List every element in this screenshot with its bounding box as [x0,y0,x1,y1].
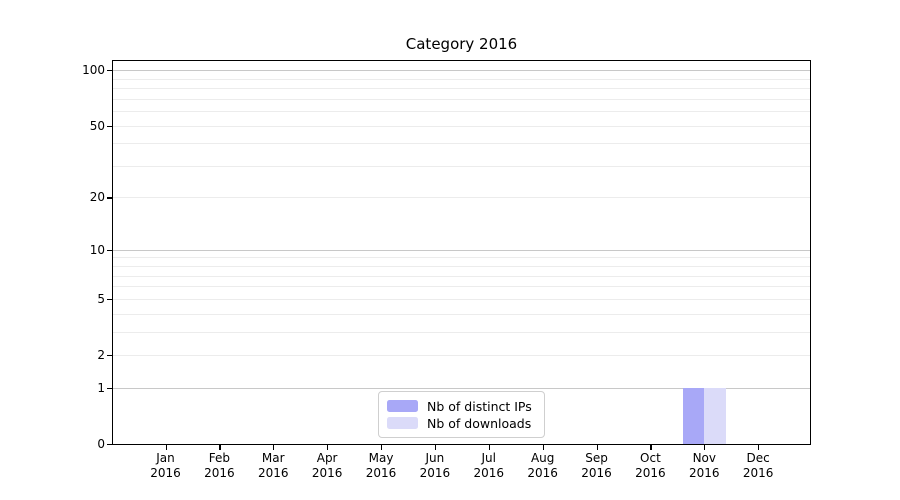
gridline-minor [113,88,810,90]
legend: Nb of distinct IPs Nb of downloads [378,391,545,438]
x-tick-year: 2016 [635,466,666,480]
x-tick-label: Jan 2016 [136,451,196,481]
x-tick-mark [596,445,598,450]
chart-title: Category 2016 [405,35,518,53]
y-tick-label: 0 [97,437,105,451]
x-tick-year: 2016 [311,466,343,480]
gridline-minor [113,275,810,277]
x-tick-month: May [368,451,394,465]
x-tick-mark [219,445,221,450]
x-tick-label: Sep 2016 [567,451,627,481]
y-tick-label: 2 [97,348,105,362]
legend-swatch-downloads [387,417,418,429]
y-tick-mark [107,355,112,357]
x-tick-month: Mar [261,451,285,465]
y-tick-mark [107,249,112,251]
x-tick-mark [488,445,490,450]
x-tick-year: 2016 [365,466,397,480]
x-tick-label: Nov 2016 [674,451,734,481]
legend-swatch-distinct-ips [387,400,418,412]
y-tick-label: 5 [97,291,105,306]
x-tick-mark [165,445,167,450]
gridline-minor [113,165,810,167]
x-tick-mark [327,445,329,450]
x-tick-month: Apr [316,451,338,465]
x-tick-mark [704,445,706,450]
x-tick-label: May 2016 [351,451,411,481]
x-tick-label: Oct 2016 [620,451,680,481]
y-tick-mark [107,197,112,199]
plot-area [112,60,811,445]
x-tick-label: Apr 2016 [297,451,357,481]
gridline-minor [113,257,810,259]
gridline-minor [113,313,810,315]
x-tick-mark [434,445,437,450]
y-tick-label: 20 [89,190,105,205]
y-tick-label: 10 [89,242,105,257]
y-tick-mark [107,444,112,446]
x-tick-label: Jun 2016 [405,451,465,481]
x-tick-month: Jul [481,451,496,465]
x-tick-label: Jul 2016 [459,451,519,481]
x-tick-month: Dec [746,451,770,465]
x-tick-year: 2016 [204,466,235,480]
gridline-minor [113,355,810,356]
x-tick-year: 2016 [473,466,505,480]
x-tick-mark [273,445,275,450]
x-tick-label: Dec 2016 [728,451,788,481]
x-tick-label: Aug 2016 [513,451,573,481]
legend-row-distinct-ips: Nb of distinct IPs [387,398,536,414]
x-tick-month: Oct [640,451,661,465]
gridline-minor [113,125,810,127]
bar-downloads [704,387,726,444]
gridline-minor [113,197,810,199]
x-tick-label: Feb 2016 [189,451,249,481]
gridline-minor [113,298,810,300]
gridline-minor [113,286,810,288]
x-tick-mark [758,445,760,450]
x-tick-mark [381,445,383,450]
x-tick-mark [650,445,652,450]
x-tick-month: Jan [156,451,175,465]
x-tick-year: 2016 [581,466,612,480]
gridline-minor [113,78,810,80]
x-tick-month: Feb [208,451,230,465]
gridline-minor [113,331,810,333]
x-tick-year: 2016 [689,466,720,480]
y-tick-label: 100 [82,63,105,78]
x-tick-month: Sep [585,451,608,465]
gridline-major [113,249,810,251]
x-tick-label: Mar 2016 [243,451,303,481]
gridline-major [113,70,810,72]
x-tick-year: 2016 [742,466,774,480]
y-tick-mark [107,387,112,390]
x-tick-year: 2016 [527,466,558,480]
gridline-major [113,387,810,389]
y-tick-mark [107,70,112,72]
y-tick-label: 50 [89,118,105,133]
gridline-minor [113,143,810,145]
bar-distinct-ips [682,387,705,444]
gridline-minor [113,111,810,113]
y-tick-mark [107,125,112,127]
y-tick-label: 1 [97,380,105,395]
gridline-minor [113,266,810,268]
x-tick-month: Aug [530,451,555,465]
x-tick-month: Nov [692,451,716,465]
x-tick-month: Jun [425,451,445,465]
legend-row-downloads: Nb of downloads [387,415,536,431]
x-tick-year: 2016 [150,466,181,480]
gridline-minor [113,98,810,100]
x-tick-year: 2016 [257,466,289,480]
y-tick-mark [107,298,112,301]
legend-label-distinct-ips: Nb of distinct IPs [427,398,532,414]
x-tick-mark [542,445,544,450]
legend-label-downloads: Nb of downloads [427,415,532,431]
x-tick-year: 2016 [419,466,451,480]
